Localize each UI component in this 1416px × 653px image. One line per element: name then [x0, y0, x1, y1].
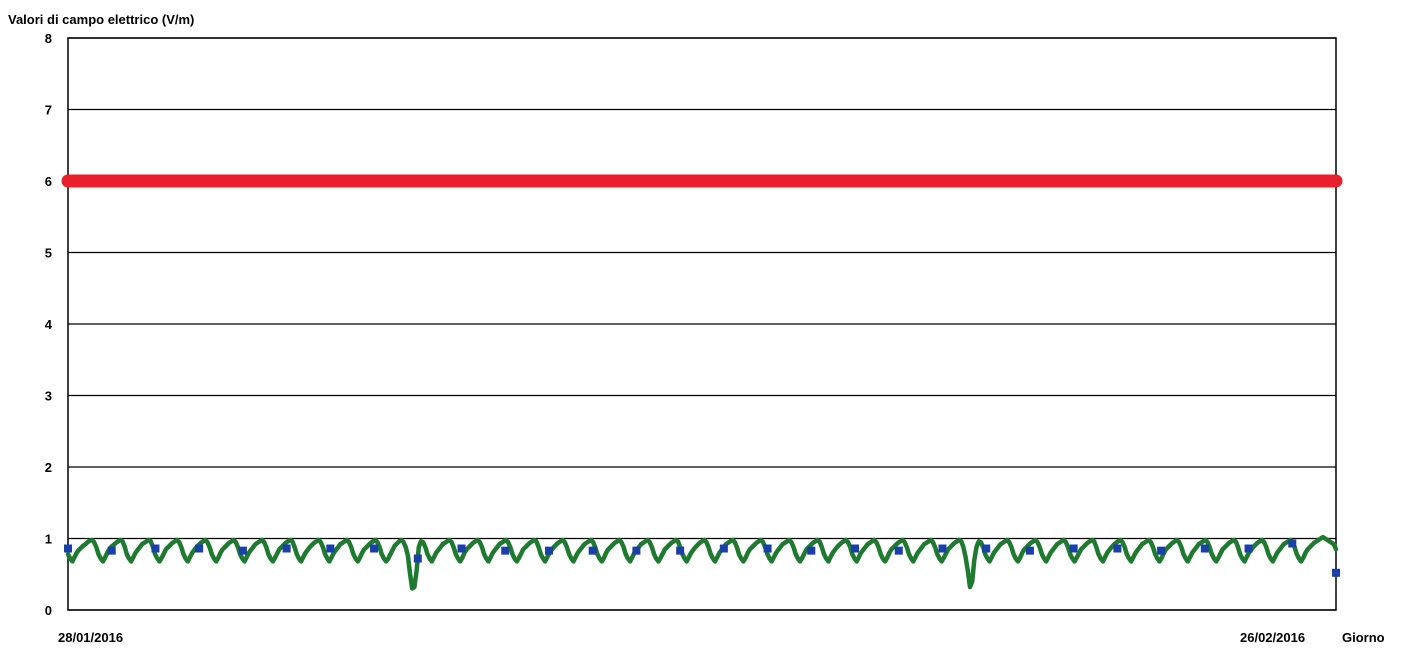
y-tick-label-1: 1: [45, 532, 52, 547]
measurement-marker-4: [238, 546, 247, 555]
x-axis-title: Giorno: [1342, 630, 1385, 645]
measurement-marker-29: [1332, 568, 1340, 577]
measurement-marker-25: [1157, 546, 1166, 555]
x-tick-label-end: 26/02/2016: [1240, 630, 1305, 645]
measurement-marker-3: [195, 544, 204, 553]
x-tick-label-start: 28/01/2016: [58, 630, 123, 645]
measurement-marker-1: [107, 546, 116, 555]
measurement-marker-5: [282, 544, 291, 553]
y-tick-label-6: 6: [45, 174, 52, 189]
grid-layer: [68, 37, 1336, 611]
measurement-marker-8: [413, 554, 422, 563]
measurement-marker-9: [457, 544, 466, 553]
plot-frame: [67, 37, 1337, 611]
measurement-marker-6: [326, 544, 335, 553]
measurement-marker-13: [632, 546, 641, 555]
measurement-marker-21: [982, 544, 991, 553]
measurement-marker-14: [676, 546, 685, 555]
measurement-marker-26: [1200, 544, 1209, 553]
y-tick-label-4: 4: [45, 317, 53, 332]
y-tick-label-7: 7: [45, 103, 52, 118]
y-tick-label-2: 2: [45, 460, 52, 475]
y-tick-layer: 0 1 2 3 4 5 6 7 8: [45, 31, 53, 618]
measurement-marker-7: [370, 544, 379, 553]
y-axis-title: Valori di campo elettrico (V/m): [8, 12, 194, 27]
measurement-marker-28: [1288, 539, 1297, 548]
measurement-marker-27: [1244, 544, 1253, 553]
measurement-marker-0: [64, 544, 72, 553]
measurement-marker-18: [851, 544, 860, 553]
measurement-marker-19: [894, 546, 903, 555]
measurement-marker-10: [501, 546, 510, 555]
measurement-marker-22: [1025, 546, 1034, 555]
y-tick-label-5: 5: [45, 246, 52, 261]
y-tick-label-3: 3: [45, 389, 52, 404]
y-tick-label-8: 8: [45, 31, 52, 46]
series-layer: [61, 174, 1343, 591]
measurement-marker-15: [719, 544, 728, 553]
measurement-marker-17: [807, 546, 816, 555]
measurement-marker-16: [763, 544, 772, 553]
measurement-marker-23: [1069, 544, 1078, 553]
measurement-marker-24: [1113, 544, 1122, 553]
marker-layer: [64, 539, 1340, 577]
measurement-marker-2: [151, 544, 160, 553]
measurement-marker-12: [588, 546, 597, 555]
y-tick-label-0: 0: [45, 603, 52, 618]
measurement-line: [65, 534, 1339, 591]
measurement-marker-11: [544, 546, 553, 555]
measurement-marker-20: [938, 544, 947, 553]
